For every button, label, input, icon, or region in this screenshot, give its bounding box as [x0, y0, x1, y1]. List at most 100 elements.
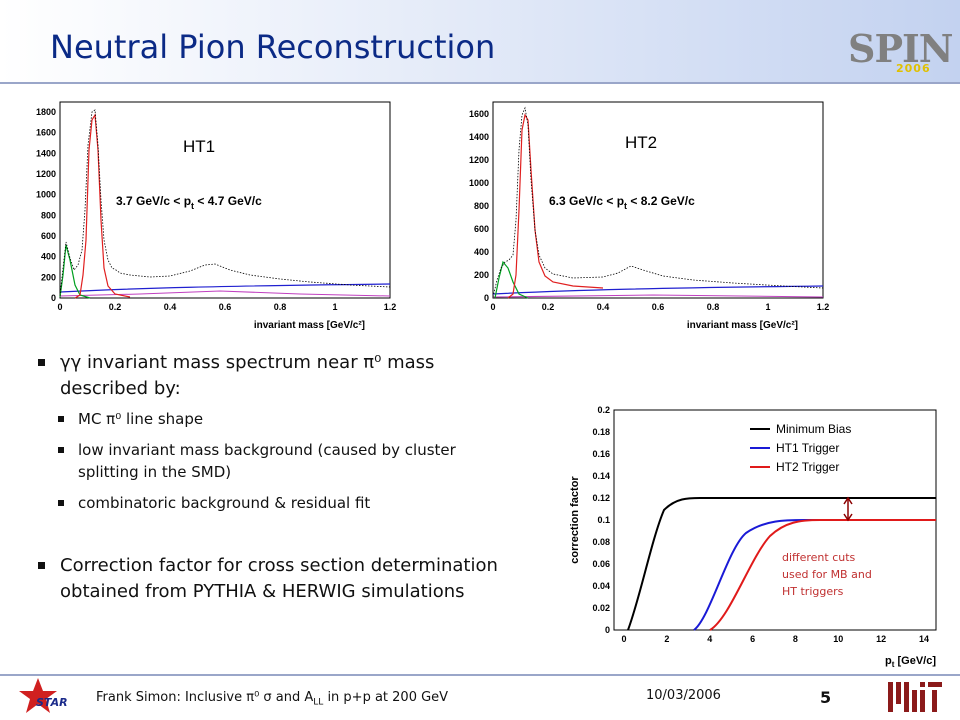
ht1-xtick: 0.8 — [274, 302, 287, 312]
ht2-trigger-curve — [709, 519, 936, 631]
difference-arrow — [843, 496, 853, 522]
ht1-ytick: 1600 — [36, 128, 56, 138]
ht2-xtick: 0.2 — [542, 302, 555, 312]
correction-ytick: 0.12 — [592, 493, 610, 503]
ht2-ytick: 600 — [474, 224, 489, 234]
ht1-pion-fit — [74, 113, 131, 299]
correction-ytick: 0.06 — [592, 559, 610, 569]
ht1-ytick: 800 — [41, 210, 56, 220]
correction-xtick: 12 — [876, 634, 886, 644]
ht1-xlabel: invariant mass [GeV/c²] — [254, 320, 365, 331]
slide-title: Neutral Pion Reconstruction — [50, 28, 496, 66]
ht1-mass-plot: 0 200 400 600 800 1000 1200 1400 1600 1800 0 0.2 0.… — [36, 101, 396, 331]
bullet-marker — [58, 500, 64, 506]
ht1-xtick: 0.2 — [109, 302, 122, 312]
ht1-ytick: 200 — [41, 272, 56, 282]
ht1-ytick: 1400 — [36, 148, 56, 158]
ht2-xtick: 0.4 — [597, 302, 610, 312]
ht1-xtick: 1 — [332, 302, 337, 312]
minimum-bias-curve — [627, 497, 936, 631]
ht2-mass-plot: 0 200 400 600 800 1000 1200 1400 1600 0 0.2 0.4 0.6… — [469, 101, 830, 331]
page-number: 5 — [820, 688, 832, 707]
ht1-xtick: 0.4 — [164, 302, 177, 312]
ht2-ytick: 400 — [474, 247, 489, 257]
svg-text:STAR: STAR — [36, 696, 68, 709]
ht2-ytick: 1400 — [469, 132, 489, 142]
bullet-marker — [38, 359, 45, 366]
ht2-lowmass-fit — [494, 260, 529, 299]
legend-minimum-bias: Minimum Bias — [776, 422, 851, 436]
correction-ytick: 0.2 — [597, 405, 610, 415]
ht2-ytick: 1200 — [469, 155, 489, 165]
footer-author: Frank Simon: Inclusive π⁰ σ and ALL in p… — [96, 690, 449, 708]
sub-bullet-1: MC π⁰ line shape — [58, 408, 518, 430]
header-divider — [0, 82, 960, 84]
star-logo: STAR — [19, 678, 68, 713]
ht2-background-fit — [492, 294, 824, 298]
ht1-data-points — [59, 109, 391, 297]
ht1-ytick: 1000 — [36, 190, 56, 200]
correction-xtick: 10 — [833, 634, 843, 644]
correction-ytick: 0.04 — [592, 581, 610, 591]
correction-ytick: 0.08 — [592, 537, 610, 547]
bullet-marker — [58, 416, 64, 422]
correction-xtick: 14 — [919, 634, 929, 644]
bullet-marker — [58, 447, 64, 453]
ht2-label: HT2 — [625, 133, 657, 152]
ht1-label: HT1 — [183, 137, 215, 156]
legend-ht1: HT1 Trigger — [776, 441, 839, 455]
ht2-ytick: 1600 — [469, 109, 489, 119]
sub-bullet-3: combinatoric background & residual fit — [58, 492, 518, 514]
correction-xtick: 2 — [664, 634, 669, 644]
ht1-xtick: 0 — [57, 302, 62, 312]
footer-divider — [0, 674, 960, 676]
ht2-data-points — [492, 106, 824, 298]
ht2-ytick: 1000 — [469, 178, 489, 188]
correction-ytick: 0.1 — [597, 515, 610, 525]
header-bar — [0, 0, 960, 82]
bullet-2: Correction factor for cross section dete… — [38, 553, 518, 605]
bullet-list: γγ invariant mass spectrum near π⁰ mass … — [38, 350, 518, 611]
correction-xtick: 6 — [750, 634, 755, 644]
ht2-xtick: 0.6 — [652, 302, 665, 312]
ht2-pion-fit — [507, 113, 604, 299]
ht2-xtick: 1 — [765, 302, 770, 312]
correction-xlabel: pt [GeV/c] — [885, 655, 936, 669]
correction-ytick: 0.18 — [592, 427, 610, 437]
footer-date: 10/03/2006 — [646, 688, 721, 703]
correction-ytick: 0.02 — [592, 603, 610, 613]
ht2-xtick: 0.8 — [707, 302, 720, 312]
correction-xtick: 0 — [621, 634, 626, 644]
ht1-ytick: 1200 — [36, 169, 56, 179]
ht2-range: 6.3 GeV/c < pt < 8.2 GeV/c — [549, 194, 695, 211]
note-line-1: different cuts — [782, 551, 856, 564]
bullet-marker — [38, 562, 45, 569]
sub-bullet-2: low invariant mass background (caused by… — [58, 439, 518, 483]
correction-ytick: 0.14 — [592, 471, 610, 481]
ht1-ytick: 1800 — [36, 107, 56, 117]
ht1-xtick: 0.6 — [219, 302, 232, 312]
ht1-ytick: 600 — [41, 231, 56, 241]
ht1-ytick: 0 — [51, 293, 56, 303]
ht2-xtick: 1.2 — [817, 302, 830, 312]
ht2-ytick: 200 — [474, 270, 489, 280]
correction-factor-plot: correction factor 0 0.02 0.04 0.06 0.08 0.1 0.… — [569, 405, 937, 669]
ht2-combinatoric-fit — [492, 285, 824, 295]
ht2-ytick: 800 — [474, 201, 489, 211]
ht2-xlabel: invariant mass [GeV/c²] — [687, 320, 798, 331]
ht2-xtick: 0 — [490, 302, 495, 312]
spin-logo: SPIN — [848, 26, 954, 71]
note-line-3: HT triggers — [782, 585, 844, 598]
note-line-2: used for MB and — [782, 568, 872, 581]
correction-ylabel: correction factor — [569, 476, 581, 564]
ht1-ytick: 400 — [41, 252, 56, 262]
correction-ytick: 0 — [605, 625, 610, 635]
ht1-trigger-curve — [693, 519, 936, 631]
ht1-range: 3.7 GeV/c < pt < 4.7 GeV/c — [116, 194, 262, 211]
mit-logo — [888, 682, 942, 712]
ht2-ytick: 0 — [484, 293, 489, 303]
legend-ht2: HT2 Trigger — [776, 460, 839, 474]
spin-logo-year: 2006 — [896, 62, 931, 75]
ht1-combinatoric-fit — [59, 283, 391, 293]
correction-ytick: 0.16 — [592, 449, 610, 459]
